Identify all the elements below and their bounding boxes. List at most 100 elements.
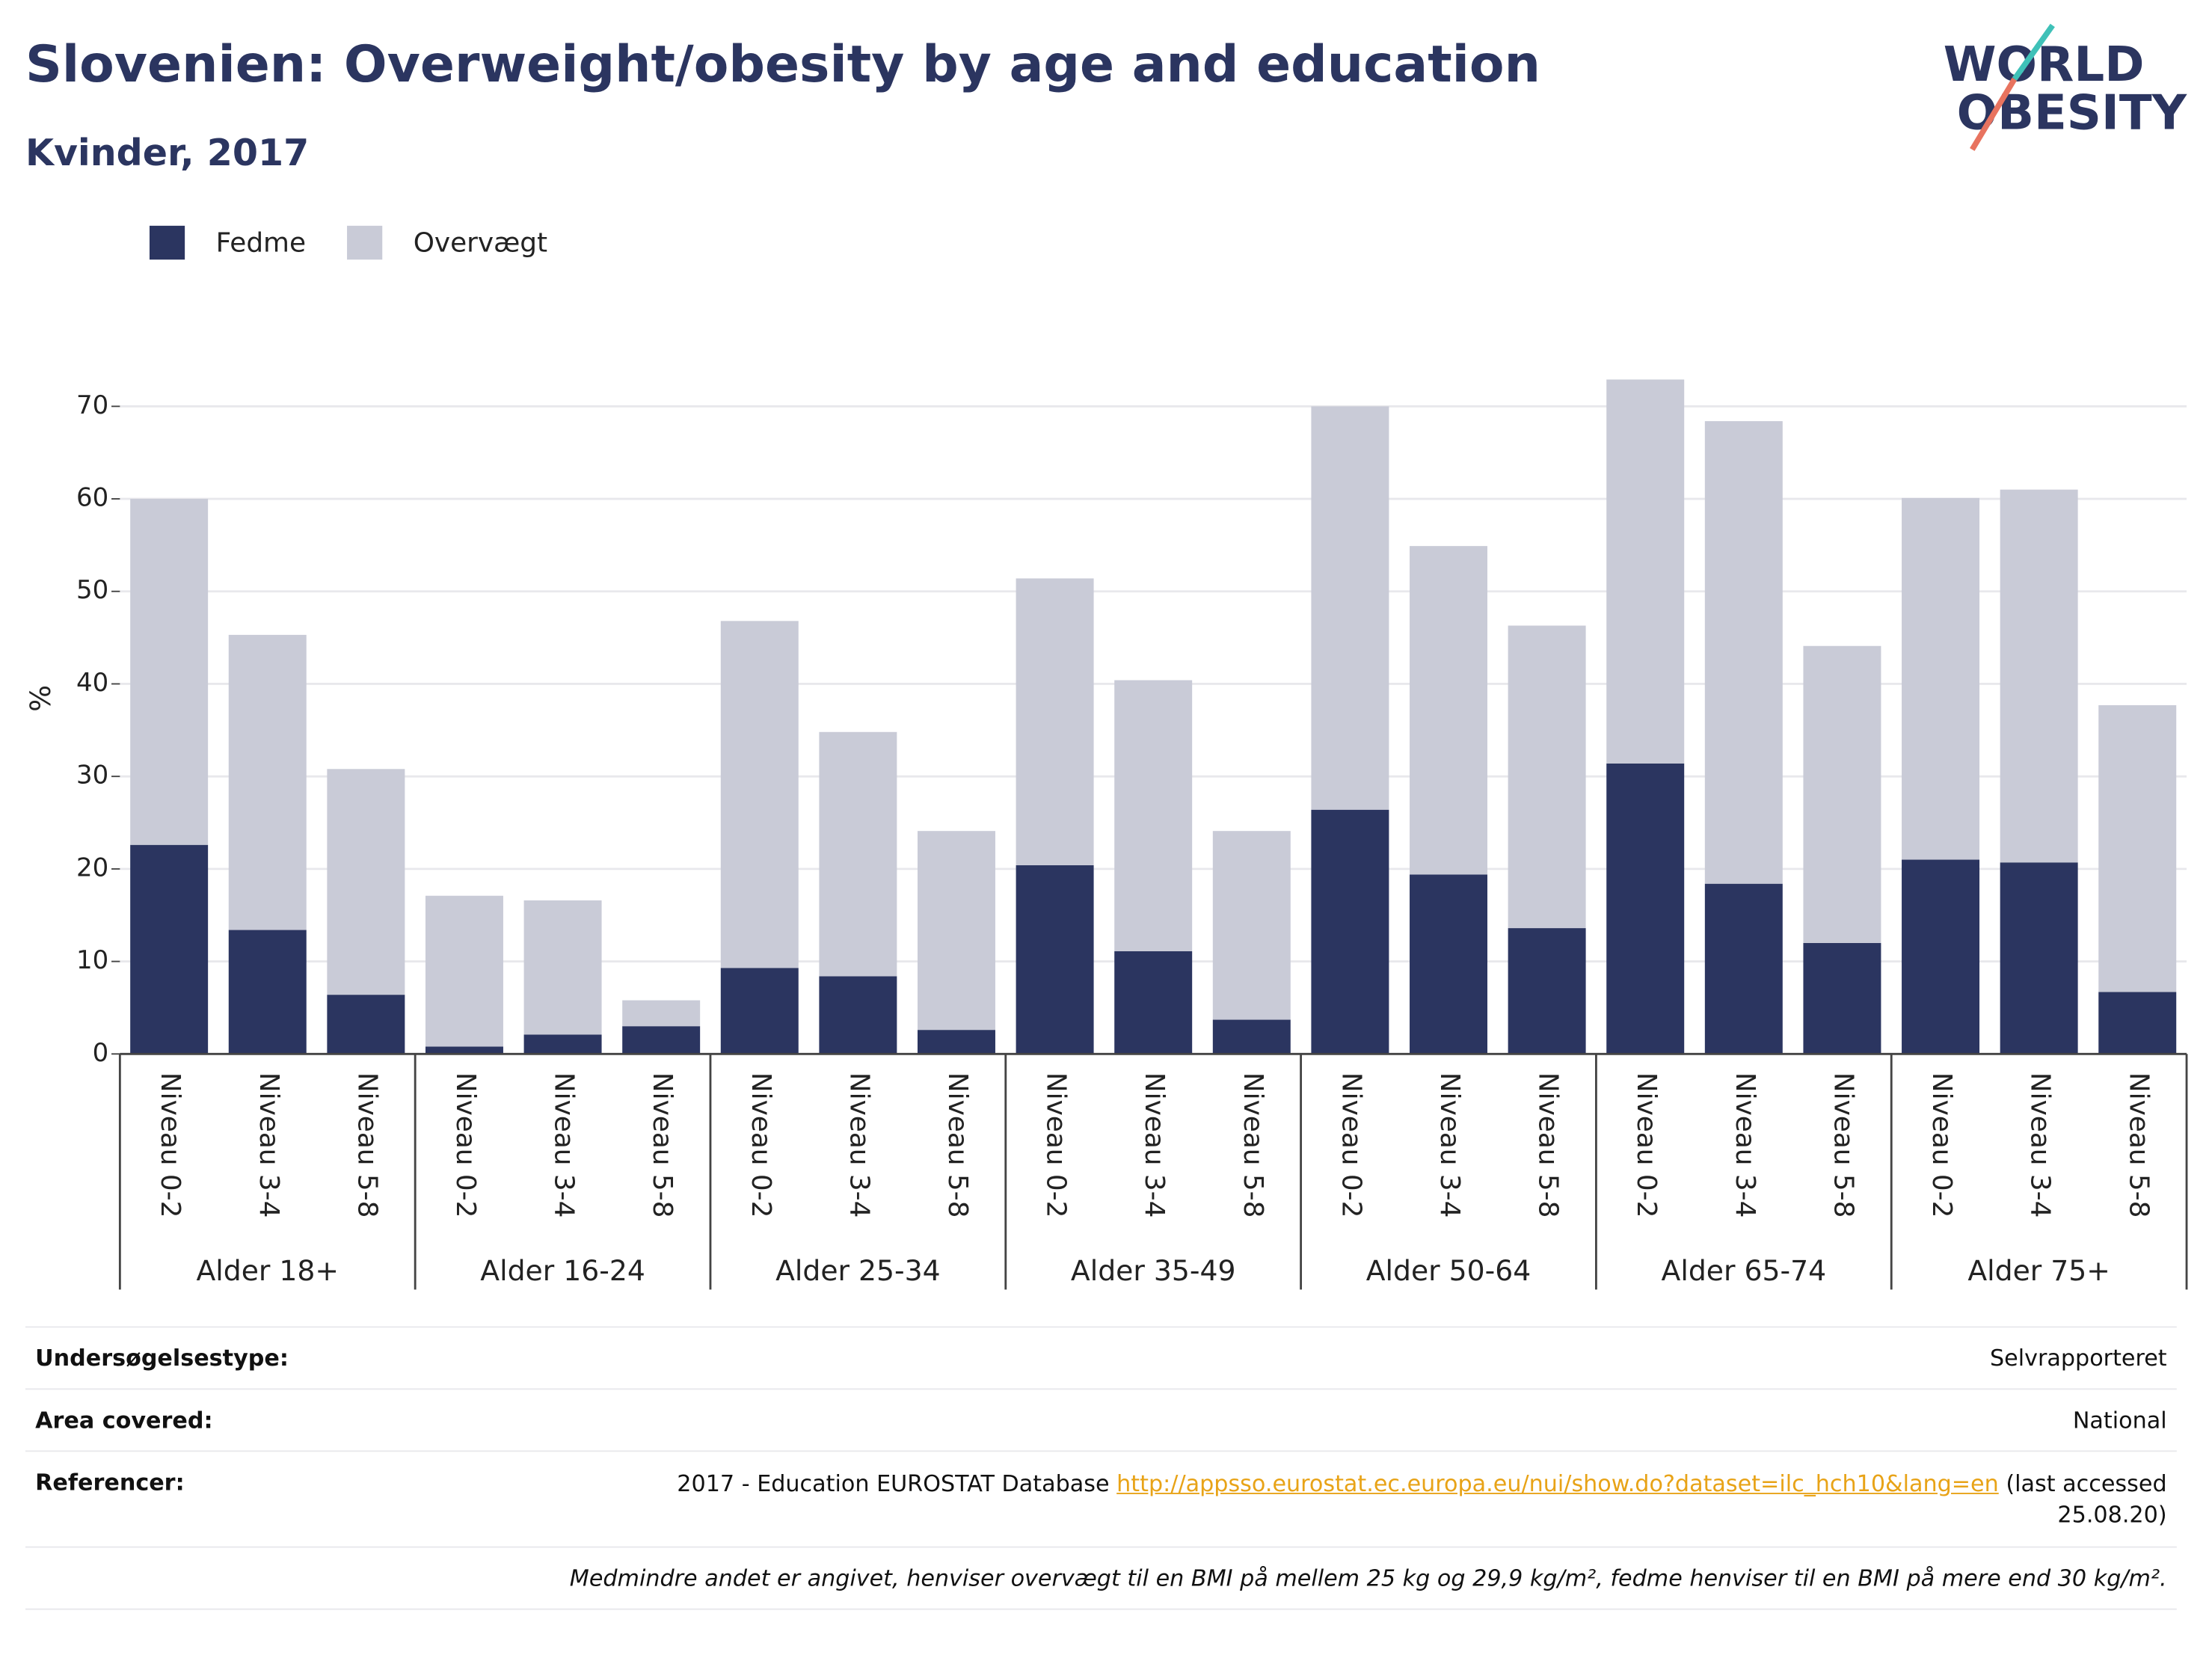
x-tick-label: Niveau 3-4 bbox=[549, 1072, 580, 1218]
x-tick-label: Niveau 3-4 bbox=[1139, 1072, 1170, 1218]
bar-segment bbox=[622, 1000, 701, 1027]
footer-table: Undersøgelsestype: Selvrapporteret Area co… bbox=[0, 1326, 2212, 1610]
bar-segment bbox=[1902, 859, 1980, 1054]
bar-segment bbox=[1410, 546, 1487, 875]
bar-segment bbox=[327, 769, 405, 995]
y-tick-label: 30 bbox=[76, 761, 108, 790]
bar-segment bbox=[1508, 928, 1586, 1054]
x-tick-label: Niveau 5-8 bbox=[942, 1072, 973, 1218]
bar-segment bbox=[425, 1046, 503, 1054]
bar-segment bbox=[425, 895, 503, 1047]
footer: Undersøgelsestype: Selvrapporteret Area co… bbox=[0, 1326, 2212, 1610]
x-tick-label: Niveau 0-2 bbox=[1631, 1072, 1662, 1218]
bar-segment bbox=[1016, 865, 1094, 1054]
group-label: Alder 75+ bbox=[1967, 1254, 2110, 1287]
footer-row: Area covered: National bbox=[25, 1388, 2177, 1450]
bar-segment bbox=[2098, 992, 2177, 1054]
footer-value: 2017 - Education EUROSTAT Database http:… bbox=[601, 1469, 2167, 1529]
reference-text: 2017 - Education EUROSTAT Database bbox=[677, 1470, 1110, 1497]
x-tick-label: Niveau 0-2 bbox=[1041, 1072, 1072, 1218]
y-tick-label: 10 bbox=[76, 945, 108, 975]
bar-segment bbox=[1212, 831, 1291, 1020]
x-tick-label: Niveau 5-8 bbox=[1828, 1072, 1858, 1218]
bar-segment bbox=[819, 976, 897, 1054]
group-label: Alder 35-49 bbox=[1071, 1254, 1236, 1287]
bar-segment bbox=[1704, 883, 1783, 1054]
logo-slash bbox=[2012, 23, 2055, 81]
bar-segment bbox=[819, 731, 897, 977]
legend-swatch bbox=[347, 225, 383, 260]
bar-segment bbox=[228, 930, 307, 1054]
reference-text: (last accessed 25.08.20) bbox=[2006, 1470, 2167, 1528]
footer-value: Selvrapporteret bbox=[1989, 1344, 2167, 1372]
bar-segment bbox=[1803, 645, 1881, 943]
group-label: Alder 50-64 bbox=[1366, 1254, 1531, 1287]
group-label: Alder 65-74 bbox=[1662, 1254, 1827, 1287]
footer-label: Referencer: bbox=[35, 1468, 185, 1496]
x-tick-label: Niveau 0-2 bbox=[746, 1072, 776, 1218]
x-tick-label: Niveau 5-8 bbox=[647, 1072, 678, 1218]
bar-segment bbox=[1704, 421, 1783, 884]
legend-swatch bbox=[149, 225, 185, 260]
chart-subtitle: Kvinder, 2017 bbox=[25, 131, 309, 174]
bar-segment bbox=[130, 844, 209, 1054]
bar-segment bbox=[622, 1026, 701, 1054]
y-tick-label: 60 bbox=[76, 483, 108, 513]
bar-segment bbox=[2000, 862, 2078, 1054]
bar-segment bbox=[523, 1034, 602, 1054]
x-tick-label: Niveau 3-4 bbox=[844, 1072, 874, 1218]
x-tick-label: Niveau 3-4 bbox=[1434, 1072, 1465, 1218]
bar-segment bbox=[1311, 809, 1389, 1054]
x-tick-label: Niveau 0-2 bbox=[450, 1072, 481, 1218]
bar-segment bbox=[1212, 1019, 1291, 1054]
y-tick-label: 50 bbox=[76, 575, 108, 605]
x-tick-label: Niveau 3-4 bbox=[2025, 1072, 2056, 1218]
bar-segment bbox=[2098, 704, 2177, 992]
footer-row: Medmindre andet er angivet, henviser ove… bbox=[25, 1547, 2177, 1610]
bar-segment bbox=[1803, 942, 1881, 1054]
footer-value: National bbox=[2072, 1406, 2167, 1434]
bar-segment bbox=[720, 968, 799, 1054]
bar-segment bbox=[1410, 874, 1487, 1054]
x-tick-label: Niveau 0-2 bbox=[155, 1072, 185, 1218]
x-tick-label: Niveau 0-2 bbox=[1336, 1072, 1366, 1218]
logo-slash bbox=[1970, 77, 2018, 151]
y-tick-label: 20 bbox=[76, 853, 108, 882]
x-tick-label: Niveau 5-8 bbox=[351, 1072, 382, 1218]
legend-label: Overvægt bbox=[414, 227, 547, 258]
group-label: Alder 25-34 bbox=[775, 1254, 941, 1287]
group-label: Alder 16-24 bbox=[480, 1254, 645, 1287]
chart-title: Slovenien: Overweight/obesity by age and… bbox=[25, 35, 1540, 94]
x-tick-label: Niveau 3-4 bbox=[254, 1072, 284, 1218]
group-label: Alder 18+ bbox=[196, 1254, 339, 1287]
x-tick-label: Niveau 5-8 bbox=[1238, 1072, 1268, 1218]
bar-segment bbox=[523, 900, 602, 1035]
legend-label: Fedme bbox=[216, 227, 306, 258]
bar-segment bbox=[918, 831, 995, 1031]
x-tick-label: Niveau 3-4 bbox=[1730, 1072, 1760, 1218]
bar-segment bbox=[1114, 951, 1193, 1054]
bar-segment bbox=[327, 995, 405, 1054]
reference-link[interactable]: http://appsso.eurostat.ec.europa.eu/nui/… bbox=[1116, 1470, 1999, 1497]
x-tick-label: Niveau 0-2 bbox=[1926, 1072, 1957, 1218]
logo-text: WORLD bbox=[1944, 37, 2145, 93]
bar-segment bbox=[1114, 680, 1193, 951]
x-tick-label: Niveau 5-8 bbox=[1533, 1072, 1564, 1218]
bar-segment bbox=[2000, 489, 2078, 863]
bar-segment bbox=[720, 621, 799, 968]
footer-row: Undersøgelsestype: Selvrapporteret bbox=[25, 1326, 2177, 1388]
bar-segment bbox=[130, 499, 209, 845]
x-tick-label: Niveau 5-8 bbox=[2123, 1072, 2154, 1218]
footer-row: Referencer: 2017 - Education EUROSTAT Dat… bbox=[25, 1450, 2177, 1547]
bar-segment bbox=[1606, 763, 1685, 1054]
bar-segment bbox=[1902, 497, 1980, 860]
y-tick-label: 70 bbox=[76, 390, 108, 420]
bar-segment bbox=[1508, 625, 1586, 929]
bar-segment bbox=[228, 634, 307, 930]
bar-segment bbox=[1606, 379, 1685, 764]
bar-segment bbox=[918, 1030, 995, 1054]
y-tick-label: 40 bbox=[76, 668, 108, 698]
bar-segment bbox=[1311, 406, 1389, 810]
